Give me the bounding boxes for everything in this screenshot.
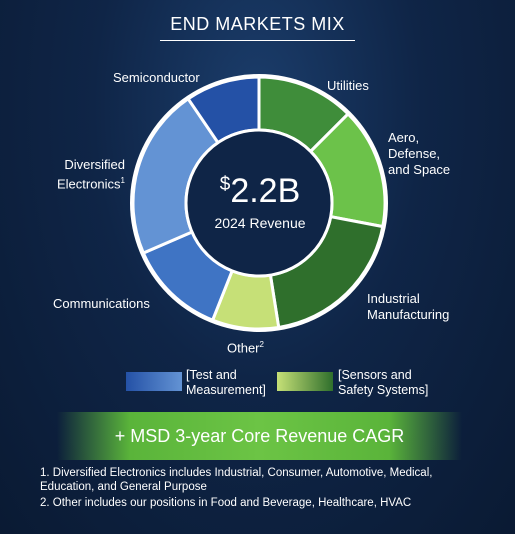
label-aero-line1: Aero, (388, 130, 420, 145)
label-aero: Aero, Defense, and Space (388, 130, 450, 178)
label-industrial-line1: Industrial (367, 291, 420, 306)
legend-ss-line1: [Sensors and (338, 368, 412, 382)
legend-label-sensors-safety: [Sensors and Safety Systems] (338, 368, 428, 398)
legend-swatch-test-measurement (126, 372, 182, 391)
revenue-amount: 2.2B (230, 172, 301, 210)
legend-swatch-sensors-safety (277, 372, 333, 391)
center-revenue-caption: 2024 Revenue (214, 215, 306, 231)
donut-center (184, 128, 334, 278)
label-diversified-line2: Electronics1 (55, 173, 125, 192)
cagr-banner-text: + MSD 3-year Core Revenue CAGR (114, 425, 405, 446)
label-utilities: Utilities (327, 78, 369, 93)
label-diversified-sup: 1 (120, 176, 125, 185)
label-industrial: Industrial Manufacturing (367, 291, 449, 323)
label-other-text: Other (227, 340, 260, 356)
label-aero-line2: Defense, (388, 146, 441, 161)
title-wrap: END MARKETS MIX (0, 14, 515, 41)
label-semiconductor: Semiconductor (113, 70, 200, 85)
legend-label-test-measurement: [Test and Measurement] (186, 368, 266, 398)
footnote-1: 1. Diversified Electronics includes Indu… (40, 467, 433, 493)
currency-symbol: $ (219, 174, 231, 195)
legend-tm-line1: [Test and (186, 368, 237, 382)
label-diversified: Diversified Electronics1 (55, 157, 125, 192)
legend-tm-line2: Measurement] (186, 383, 266, 397)
label-industrial-line2: Manufacturing (367, 307, 450, 322)
chart-title: END MARKETS MIX (160, 14, 355, 41)
label-other-sup: 2 (259, 340, 264, 349)
label-diversified-line1: Diversified (64, 157, 125, 172)
footnote-2: 2. Other includes our positions in Food … (40, 497, 412, 509)
label-other: Other2 (227, 337, 264, 356)
label-aero-line3: and Space (388, 162, 451, 177)
label-communications: Communications (53, 296, 150, 311)
legend-ss-line2: Safety Systems] (338, 383, 429, 397)
label-diversified-text: Electronics (56, 176, 121, 192)
center-revenue-amount: $2.2B (185, 172, 335, 211)
cagr-banner: + MSD 3-year Core Revenue CAGR (57, 412, 462, 460)
